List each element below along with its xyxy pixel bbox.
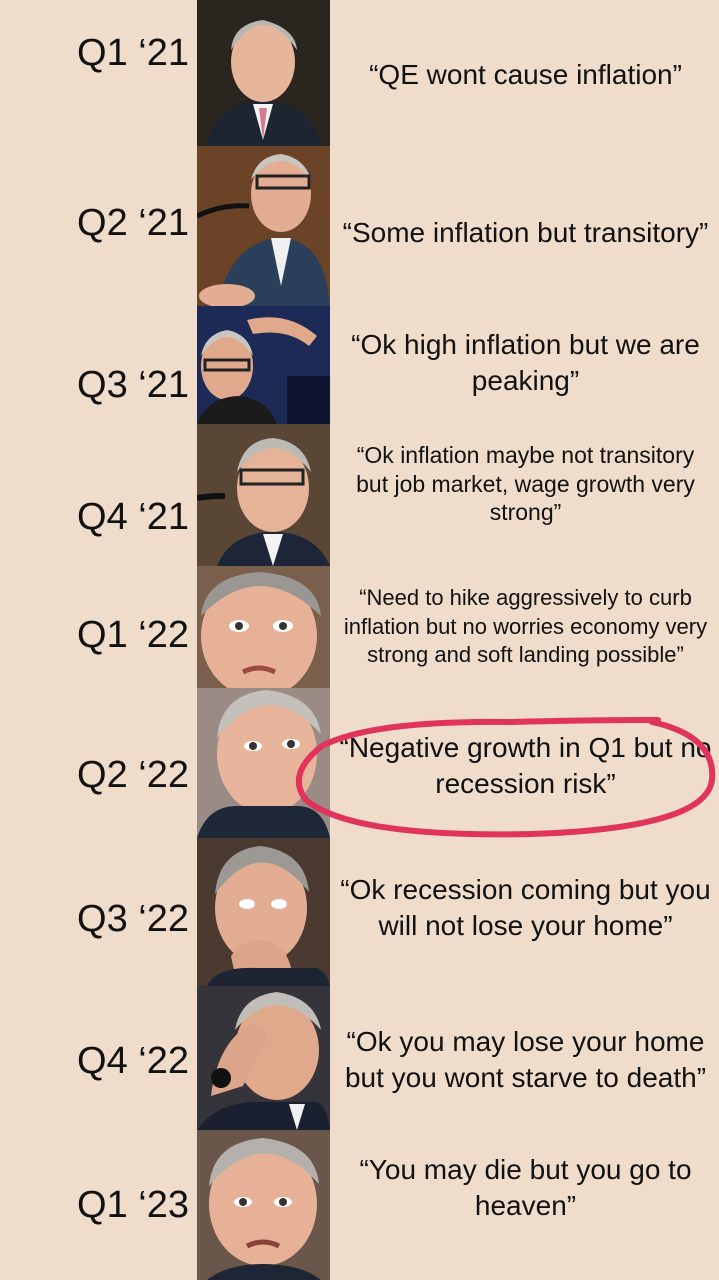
quarter-label: Q4 ‘21 xyxy=(77,496,189,538)
person-portrait-icon xyxy=(197,306,330,424)
timeline-row: Q1 ‘23 “You may die but you go to heaven… xyxy=(0,1130,719,1280)
timeline-row: Q4 ‘21 “Ok inflation maybe not transitor… xyxy=(0,424,719,566)
quote-text: “Ok you may lose your home but you wont … xyxy=(344,1026,707,1093)
quote-text: “Negative growth in Q1 but no recession … xyxy=(339,732,712,799)
person-portrait-icon xyxy=(197,566,330,688)
timeline-row: Q3 ‘21 “Ok high inflation but we are pea… xyxy=(0,306,719,424)
person-portrait-icon xyxy=(197,146,330,306)
timeline-row: Q2 ‘21 “Some inflation but transitory” xyxy=(0,146,719,306)
quote-text: “Ok inflation maybe not transitory but j… xyxy=(356,441,695,526)
timeline-row: Q3 ‘22 “Ok recession coming but you will… xyxy=(0,838,719,986)
quote-text: “Some inflation but transitory” xyxy=(342,217,709,249)
person-portrait-icon xyxy=(197,838,330,986)
quarter-label: Q4 ‘22 xyxy=(77,1040,189,1082)
person-portrait-icon xyxy=(197,986,330,1130)
timeline-row: Q1 ‘21 “QE wont cause inflation” xyxy=(0,0,719,146)
quote-text: “QE wont cause inflation” xyxy=(369,59,682,91)
person-portrait-icon xyxy=(197,688,330,838)
quarter-label: Q3 ‘21 xyxy=(77,364,189,406)
quarter-label: Q1 ‘21 xyxy=(77,32,189,74)
quarter-label: Q3 ‘22 xyxy=(77,898,189,940)
timeline-row: Q1 ‘22 “Need to hike aggressively to cur… xyxy=(0,566,719,688)
quarter-label: Q2 ‘21 xyxy=(77,202,189,244)
person-portrait-icon xyxy=(197,424,330,566)
quote-text: “Need to hike aggressively to curb infla… xyxy=(343,585,708,668)
quote-text: “Ok recession coming but you will not lo… xyxy=(340,874,711,941)
quarter-label: Q2 ‘22 xyxy=(77,754,189,796)
quote-text: “You may die but you go to heaven” xyxy=(359,1154,692,1221)
person-portrait-icon xyxy=(197,0,330,146)
timeline-row: Q4 ‘22 “Ok you may lose your home but yo… xyxy=(0,986,719,1130)
quarter-label: Q1 ‘23 xyxy=(77,1184,189,1226)
quote-text: “Ok high inflation but we are peaking” xyxy=(351,329,700,396)
person-portrait-icon xyxy=(197,1130,330,1280)
quarter-label: Q1 ‘22 xyxy=(77,614,189,656)
timeline-row: Q2 ‘22 “Negative growth in Q1 but no rec… xyxy=(0,688,719,838)
